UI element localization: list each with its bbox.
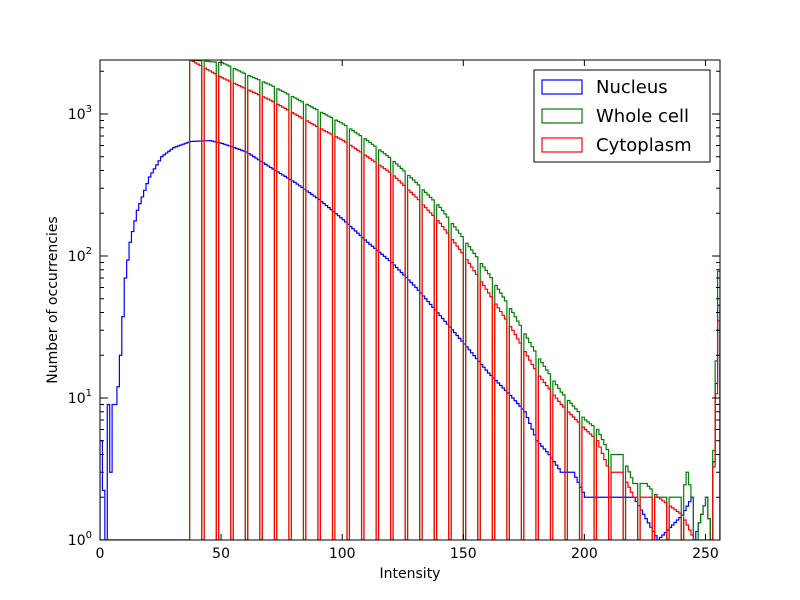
x-tick-label: 200 bbox=[571, 546, 598, 562]
legend-entry: Cytoplasm bbox=[596, 135, 692, 156]
legend: Nucleus Whole cell Cytoplasm bbox=[533, 69, 711, 163]
x-axis-label: Intensity bbox=[380, 566, 441, 582]
legend-swatch bbox=[541, 108, 583, 124]
y-axis-label: Number of occurrencies bbox=[45, 216, 61, 383]
x-tick-label: 100 bbox=[329, 546, 356, 562]
series-line-whole-cell bbox=[100, 60, 720, 540]
series-line-cytoplasm bbox=[100, 60, 720, 540]
x-tick-label: 0 bbox=[96, 546, 105, 562]
plot-frame bbox=[99, 59, 721, 541]
x-tick-label: 250 bbox=[692, 546, 719, 562]
legend-entry: Nucleus bbox=[596, 77, 668, 98]
x-tick-label: 150 bbox=[450, 546, 477, 562]
legend-swatch bbox=[541, 137, 583, 153]
legend-frame bbox=[533, 69, 711, 163]
legend-entry: Whole cell bbox=[596, 106, 689, 127]
legend-swatch bbox=[541, 79, 583, 95]
x-tick-label: 50 bbox=[212, 546, 230, 562]
